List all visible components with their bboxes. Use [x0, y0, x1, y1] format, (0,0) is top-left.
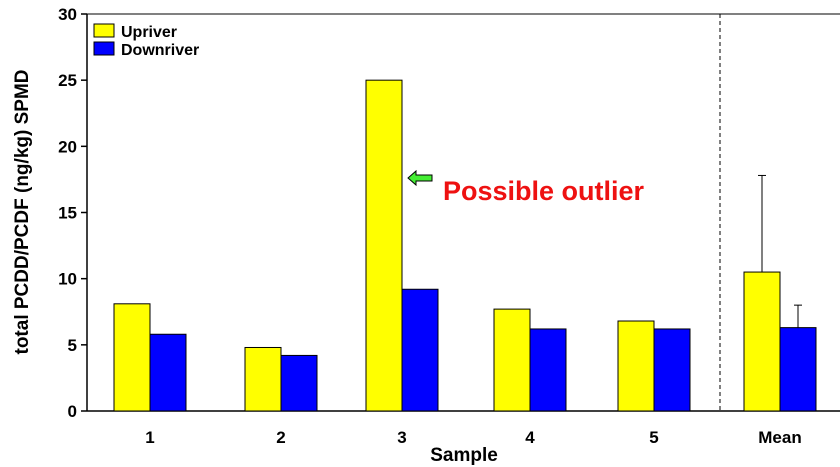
y-axis-title: total PCDD/PCDF (ng/kg) SPMD	[12, 70, 33, 355]
y-tick-label: 30	[58, 5, 77, 24]
x-axis-ticks: 1 2 3 4 5 Mean	[145, 428, 801, 447]
x-tick-label: 5	[649, 428, 658, 447]
bars-group	[113, 79, 817, 412]
y-tick-label: 20	[58, 137, 77, 156]
legend-label-downriver: Downriver	[121, 42, 199, 59]
bar-upriver-mean	[743, 271, 781, 412]
bar-downriver-2	[280, 354, 318, 412]
annotation-text: Possible outlier	[443, 176, 645, 206]
y-tick-label: 0	[68, 402, 77, 421]
bar-downriver-4	[529, 328, 567, 412]
bar-upriver-5	[617, 320, 655, 412]
x-tick-label: 3	[397, 428, 406, 447]
arrow-icon	[407, 169, 433, 187]
bar-upriver-1	[113, 303, 151, 412]
bar-downriver-mean	[779, 327, 817, 412]
y-tick-label: 10	[58, 270, 77, 289]
y-axis-ticks: 0 5 10 15 20 25 30	[58, 5, 87, 421]
legend-label-upriver: Upriver	[121, 24, 177, 41]
y-tick-label: 5	[68, 336, 77, 355]
outlier-annotation: Possible outlier	[407, 169, 645, 206]
x-tick-label: Mean	[758, 428, 801, 447]
x-tick-label: 2	[276, 428, 285, 447]
y-tick-label: 25	[58, 71, 77, 90]
legend-swatch-upriver	[93, 23, 115, 38]
bar-upriver-4	[493, 308, 531, 412]
legend-swatch-downriver	[93, 41, 115, 56]
x-tick-label: 4	[525, 428, 535, 447]
x-tick-label: 1	[145, 428, 154, 447]
y-tick-label: 15	[58, 204, 77, 223]
bar-upriver-3	[365, 79, 403, 412]
error-bars-group	[758, 174, 802, 328]
bar-downriver-1	[149, 333, 187, 412]
legend: Upriver Downriver	[93, 23, 199, 59]
bar-downriver-3	[401, 288, 439, 412]
bar-upriver-2	[244, 346, 282, 412]
bar-downriver-5	[653, 328, 691, 412]
x-axis-title: Sample	[430, 445, 498, 466]
